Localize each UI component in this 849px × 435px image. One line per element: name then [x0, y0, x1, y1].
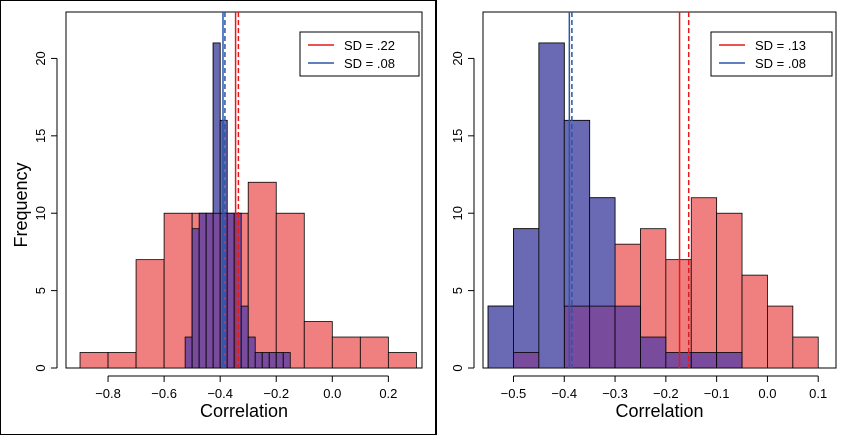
x-tick-label: −0.1: [704, 386, 730, 401]
histogram-bar-blue: [690, 352, 718, 369]
histogram-bar-red: [359, 336, 389, 369]
x-tick-label: 0.1: [809, 386, 827, 401]
y-tick-label: 5: [33, 287, 48, 294]
histogram-bar-blue: [261, 352, 270, 369]
histogram-bar-red: [716, 212, 743, 369]
x-tick-label: −0.2: [263, 386, 289, 401]
right-chart: 0 5 10 15 20 −0.5 −0.4 −0.3 −0.2 −0.1 0.0 0.1 Correl…: [450, 11, 837, 421]
histogram-bar-blue: [665, 352, 692, 369]
y-tick-label: 20: [33, 51, 48, 65]
histogram-bar-blue: [184, 336, 193, 369]
histogram-bar-red: [107, 352, 137, 369]
histogram-bar-red: [690, 197, 718, 369]
histogram-bar-blue: [226, 212, 235, 369]
x-tick-label: −0.4: [551, 386, 577, 401]
histogram-bar-red: [275, 212, 305, 369]
histogram-bar-blue-above: [563, 119, 591, 307]
x-tick-label: −0.4: [207, 386, 233, 401]
histogram-bar-red: [303, 321, 333, 369]
x-tick-label: 0.0: [758, 386, 776, 401]
x-axis-title: Correlation: [615, 401, 703, 421]
x-tick-label: 0.0: [323, 386, 341, 401]
histogram-bar-red: [792, 336, 819, 369]
y-tick-label: 0: [33, 364, 48, 371]
y-tick-label: 0: [450, 364, 465, 371]
histogram-bar-blue-above: [487, 305, 514, 369]
histogram-bar-red: [741, 274, 768, 369]
y-tick-label: 20: [450, 51, 465, 65]
x-tick-label: −0.5: [501, 386, 527, 401]
histogram-bar-red: [331, 336, 361, 369]
legend-box: [710, 31, 833, 77]
histogram-bar-blue: [640, 336, 667, 369]
x-tick-label: −0.8: [95, 386, 121, 401]
histogram-bar-red: [135, 259, 165, 369]
histogram-bar-blue: [275, 352, 284, 369]
histogram-bar-blue: [191, 228, 200, 369]
x-tick-label: 0.2: [379, 386, 397, 401]
histogram-bar-blue: [205, 212, 214, 369]
x-tick-label: −0.2: [653, 386, 679, 401]
histogram-bar-red: [767, 305, 794, 369]
histogram-bar-blue: [716, 352, 743, 369]
histogram-bar-blue-above: [513, 228, 540, 353]
histogram-bar-blue: [282, 352, 291, 369]
y-tick-label: 5: [450, 287, 465, 294]
x-axis-title: Correlation: [200, 401, 288, 421]
histogram-bar-blue-above: [212, 42, 221, 214]
y-tick-label: 15: [450, 129, 465, 143]
left-chart: 0 5 10 15 20 −0.8 −0.6 −0.4 −0.2 0.0 0.2 Correlatio…: [33, 11, 423, 421]
legend-box: [299, 31, 420, 77]
histogram-bar-blue: [198, 212, 207, 369]
histogram-bar-blue-above: [538, 42, 565, 369]
x-tick-label: −0.6: [151, 386, 177, 401]
histogram-bar-red: [79, 352, 109, 369]
histogram-bar-blue: [247, 336, 256, 369]
y-axis-title: Frequency: [11, 162, 31, 247]
legend-label: SD = .08: [344, 56, 395, 71]
histogram-bar-blue: [254, 352, 263, 369]
y-tick-label: 10: [33, 206, 48, 220]
legend-label: SD = .22: [344, 38, 395, 53]
legend-label: SD = .08: [755, 56, 806, 71]
histogram-bar-blue: [268, 352, 277, 369]
histogram-bar-red: [387, 352, 417, 369]
histogram-bar-blue: [240, 305, 249, 369]
legend-label: SD = .13: [755, 38, 806, 53]
histogram-bar-blue-above: [589, 197, 616, 307]
histogram-bar-red: [665, 259, 692, 369]
x-tick-label: −0.3: [602, 386, 628, 401]
y-tick-label: 15: [33, 129, 48, 143]
histogram-bar-blue: [614, 305, 641, 369]
y-tick-label: 10: [450, 206, 465, 220]
